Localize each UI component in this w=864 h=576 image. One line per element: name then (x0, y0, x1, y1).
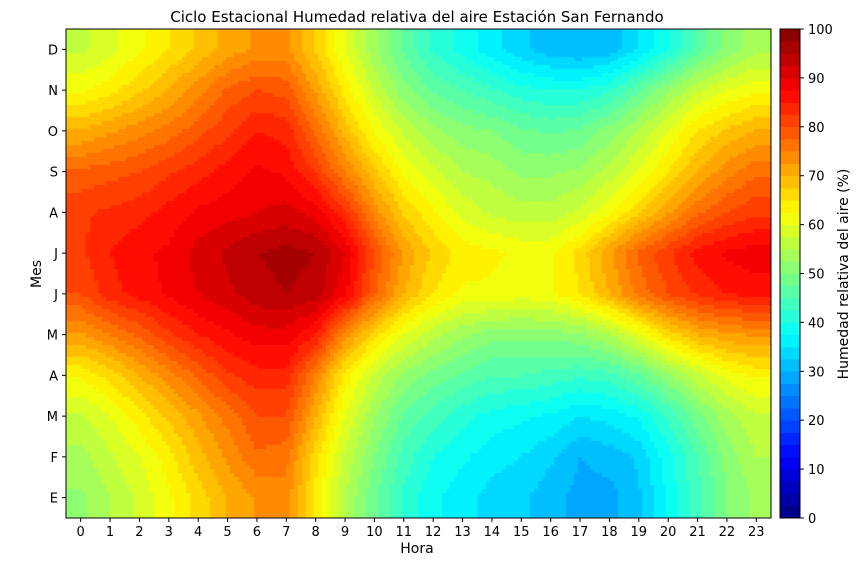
x-tick-label: 8 (312, 525, 320, 540)
colorbar-tick-label: 0 (808, 512, 816, 527)
x-tick-label: 20 (660, 525, 677, 540)
x-tick-label: 16 (542, 525, 559, 540)
x-tick-label: 22 (719, 525, 736, 540)
colorbar-tick-label: 50 (808, 268, 825, 283)
x-tick-label: 18 (601, 525, 618, 540)
colorbar-tick-label: 10 (808, 463, 825, 478)
x-tick-label: 15 (513, 525, 530, 540)
y-tick-label: N (48, 84, 58, 99)
colorbar-ticks: 0 10 20 30 40 50 60 70 80 90 100 (800, 23, 833, 527)
y-tick-label: S (50, 166, 58, 181)
x-tick-label: 9 (341, 525, 349, 540)
x-tick-label: 21 (689, 525, 706, 540)
plot-area: E 0: 52E 1: 55E 2: 58E 3: 62E 4: 66E 5: … (65, 28, 772, 519)
x-tick-label: 1 (106, 525, 114, 540)
x-tick-label: 12 (425, 525, 442, 540)
x-tick-label: 19 (631, 525, 648, 540)
chart-title: Ciclo Estacional Humedad relativa del ai… (170, 8, 663, 26)
y-tick-label: F (51, 451, 58, 466)
x-tick-label: 7 (282, 525, 290, 540)
x-tick-label: 23 (748, 525, 765, 540)
colorbar-label: Humedad relativa del aire (%) (836, 169, 852, 380)
y-axis-label: Mes (29, 260, 45, 288)
x-tick-label: 17 (572, 525, 589, 540)
y-tick-label: M (47, 410, 58, 425)
x-tick-label: 4 (194, 525, 202, 540)
x-tick-label: 3 (165, 525, 173, 540)
y-tick-label: M (47, 329, 58, 344)
colorbar-tick-label: 20 (808, 414, 825, 429)
x-tick-label: 14 (484, 525, 501, 540)
colorbar-tick-label: 100 (808, 23, 833, 38)
x-tick-label: 0 (77, 525, 85, 540)
x-axis: 0 1 2 3 4 5 6 7 8 9 10 11 12 13 14 15 16 17 18 19 20 21 22 23 (77, 518, 765, 540)
colorbar-tick-label: 40 (808, 316, 825, 331)
colorbar-tick-label: 90 (808, 72, 825, 87)
y-tick-label: E (50, 492, 58, 507)
colorbar-tick-label: 70 (808, 170, 825, 185)
colorbar-tick-label: 80 (808, 121, 825, 136)
y-tick-label: O (48, 125, 58, 140)
y-tick-label: D (48, 43, 58, 58)
x-tick-label: 6 (253, 525, 261, 540)
colorbar-tick-label: 30 (808, 365, 825, 380)
colorbar-tick-label: 60 (808, 219, 825, 234)
x-tick-label: 13 (454, 525, 471, 540)
y-tick-label: J (53, 288, 58, 303)
y-tick-label: A (49, 206, 58, 221)
x-tick-label: 2 (135, 525, 143, 540)
y-axis: E F M A M J J A S O N D (47, 43, 66, 507)
x-axis-label: Hora (400, 541, 433, 557)
y-tick-label: A (49, 369, 58, 384)
y-tick-label: J (53, 247, 58, 262)
x-tick-label: 10 (366, 525, 383, 540)
colorbar (779, 28, 801, 519)
x-tick-label: 11 (396, 525, 413, 540)
heatmap-field (66, 29, 771, 518)
x-tick-label: 5 (223, 525, 231, 540)
